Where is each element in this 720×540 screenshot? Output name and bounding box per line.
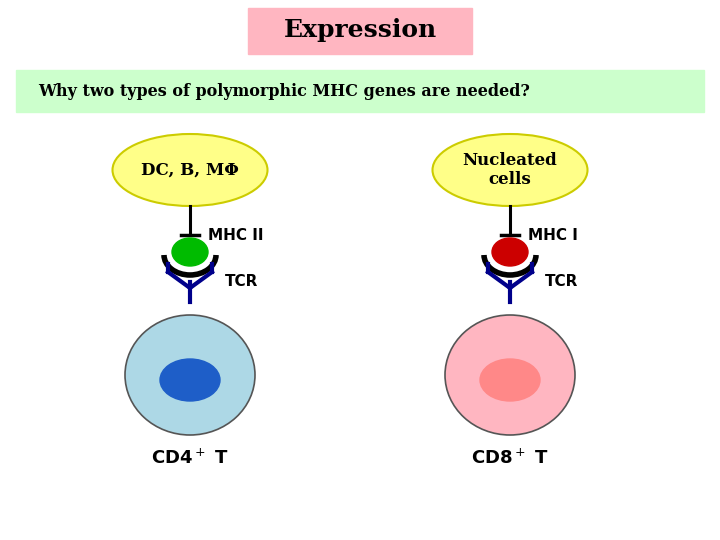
Ellipse shape	[445, 315, 575, 435]
Ellipse shape	[172, 238, 208, 266]
Text: TCR: TCR	[225, 274, 258, 289]
Text: CD8$^+$ T: CD8$^+$ T	[472, 448, 549, 468]
Text: Why two types of polymorphic MHC genes are needed?: Why two types of polymorphic MHC genes a…	[38, 83, 530, 99]
Ellipse shape	[480, 359, 540, 401]
Ellipse shape	[492, 238, 528, 266]
Text: TCR: TCR	[545, 274, 578, 289]
Ellipse shape	[112, 134, 268, 206]
Text: Expression: Expression	[284, 18, 436, 42]
Text: CD4$^+$ T: CD4$^+$ T	[151, 448, 229, 468]
Text: MHC I: MHC I	[528, 227, 578, 242]
Ellipse shape	[433, 134, 588, 206]
Ellipse shape	[125, 315, 255, 435]
Text: MHC II: MHC II	[208, 227, 264, 242]
FancyBboxPatch shape	[16, 70, 704, 112]
Ellipse shape	[160, 359, 220, 401]
Text: DC, B, MΦ: DC, B, MΦ	[141, 161, 239, 179]
Text: Nucleated
cells: Nucleated cells	[463, 152, 557, 188]
FancyBboxPatch shape	[248, 8, 472, 54]
